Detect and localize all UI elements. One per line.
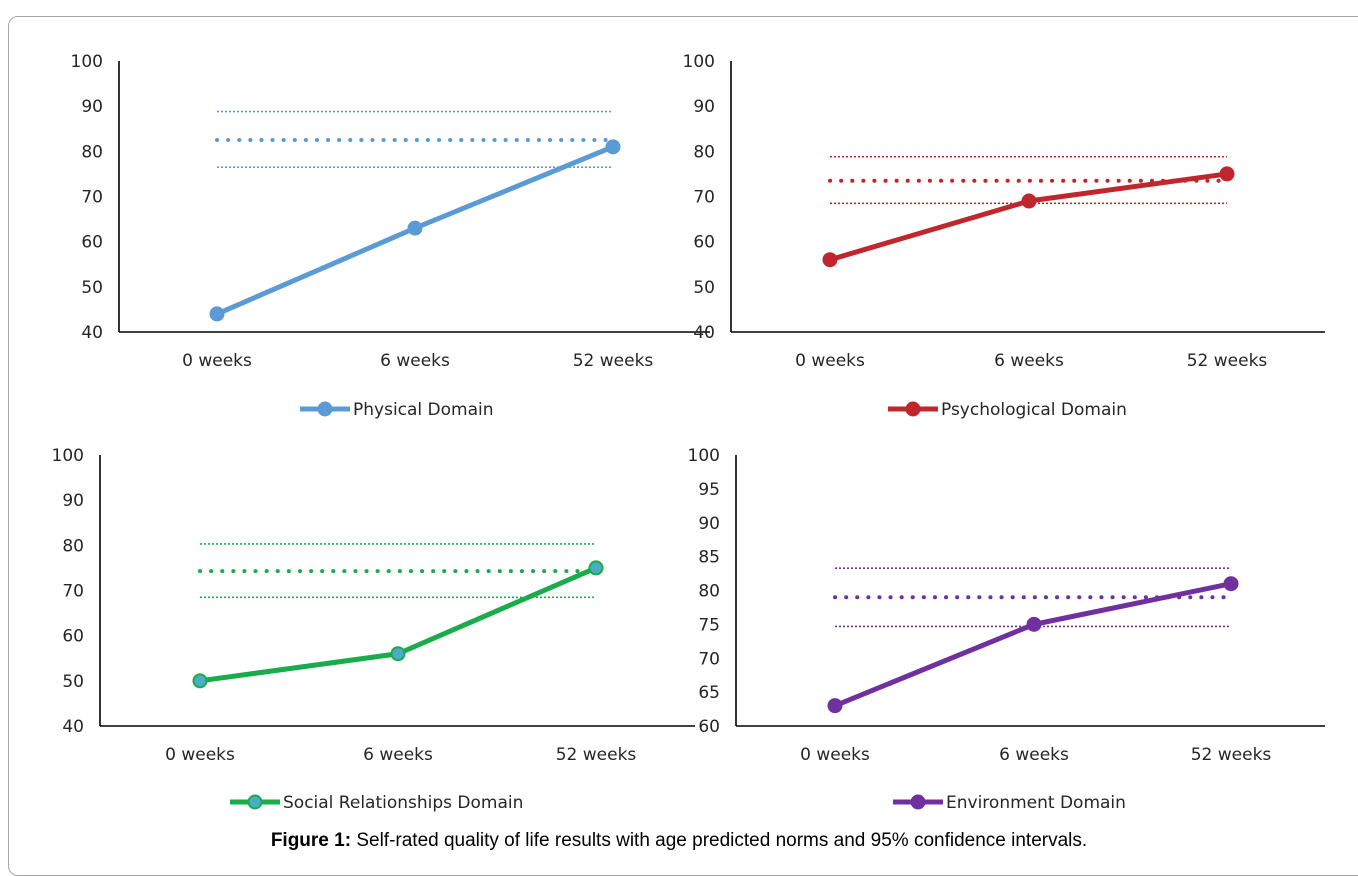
data-point bbox=[822, 252, 838, 268]
legend-label: Physical Domain bbox=[353, 400, 494, 420]
data-point bbox=[407, 220, 423, 236]
series-line bbox=[832, 581, 1234, 709]
x-tick-label: 52 weeks bbox=[1191, 745, 1272, 765]
y-tick-label: 95 bbox=[698, 480, 720, 500]
y-tick-label: 40 bbox=[62, 717, 84, 737]
x-tick-label: 52 weeks bbox=[573, 351, 654, 371]
x-tick-label: 0 weeks bbox=[165, 745, 235, 765]
caption-label: Figure 1: bbox=[270, 830, 352, 851]
caption-text: Self-rated quality of life results with … bbox=[351, 830, 1088, 851]
y-tick-label: 90 bbox=[693, 97, 715, 117]
y-tick-label: 60 bbox=[62, 627, 84, 647]
y-tick-label: 40 bbox=[693, 323, 715, 343]
data-point bbox=[1223, 576, 1239, 592]
y-tick-label: 100 bbox=[71, 52, 103, 72]
data-point bbox=[390, 646, 406, 662]
x-tick-label: 6 weeks bbox=[994, 351, 1064, 371]
x-tick-label: 52 weeks bbox=[556, 745, 637, 765]
x-tick-label: 6 weeks bbox=[999, 745, 1069, 765]
x-tick-label: 0 weeks bbox=[182, 351, 252, 371]
data-point bbox=[1021, 193, 1037, 209]
y-tick-label: 80 bbox=[81, 142, 103, 162]
y-tick-label: 90 bbox=[62, 491, 84, 511]
x-tick-label: 52 weeks bbox=[1187, 351, 1268, 371]
legend-marker bbox=[910, 794, 926, 810]
data-point bbox=[827, 698, 843, 714]
y-tick-label: 80 bbox=[698, 582, 720, 602]
x-tick-label: 0 weeks bbox=[800, 745, 870, 765]
legend-marker bbox=[317, 401, 333, 417]
data-point bbox=[209, 306, 225, 322]
figure-frame bbox=[8, 16, 1358, 876]
y-tick-label: 80 bbox=[62, 536, 84, 556]
y-tick-label: 70 bbox=[81, 188, 103, 208]
y-tick-label: 70 bbox=[693, 188, 715, 208]
x-tick-label: 6 weeks bbox=[363, 745, 433, 765]
y-tick-label: 40 bbox=[81, 323, 103, 343]
legend-marker bbox=[905, 401, 921, 417]
data-point bbox=[192, 673, 208, 689]
legend-label: Social Relationships Domain bbox=[283, 793, 523, 813]
y-tick-label: 75 bbox=[698, 615, 720, 635]
y-tick-label: 50 bbox=[62, 672, 84, 692]
legend-marker bbox=[247, 794, 263, 810]
y-tick-label: 100 bbox=[683, 52, 715, 72]
data-point bbox=[1026, 616, 1042, 632]
y-tick-label: 90 bbox=[81, 97, 103, 117]
data-point bbox=[1219, 166, 1235, 182]
x-tick-label: 6 weeks bbox=[380, 351, 450, 371]
y-tick-label: 50 bbox=[693, 278, 715, 298]
y-tick-label: 60 bbox=[81, 233, 103, 253]
figure-caption: Figure 1: Self-rated quality of life res… bbox=[0, 830, 1358, 852]
legend-label: Environment Domain bbox=[946, 793, 1126, 813]
y-tick-label: 60 bbox=[693, 233, 715, 253]
data-point bbox=[605, 139, 621, 155]
y-tick-label: 70 bbox=[698, 649, 720, 669]
x-tick-label: 0 weeks bbox=[795, 351, 865, 371]
legend-label: Psychological Domain bbox=[941, 400, 1127, 420]
y-tick-label: 50 bbox=[81, 278, 103, 298]
y-tick-label: 90 bbox=[698, 514, 720, 534]
y-tick-label: 85 bbox=[698, 548, 720, 568]
y-tick-label: 70 bbox=[62, 582, 84, 602]
y-tick-label: 80 bbox=[693, 142, 715, 162]
y-tick-label: 65 bbox=[698, 683, 720, 703]
data-point bbox=[588, 560, 604, 576]
y-tick-label: 100 bbox=[688, 446, 720, 466]
y-tick-label: 100 bbox=[52, 446, 84, 466]
y-tick-label: 60 bbox=[698, 717, 720, 737]
